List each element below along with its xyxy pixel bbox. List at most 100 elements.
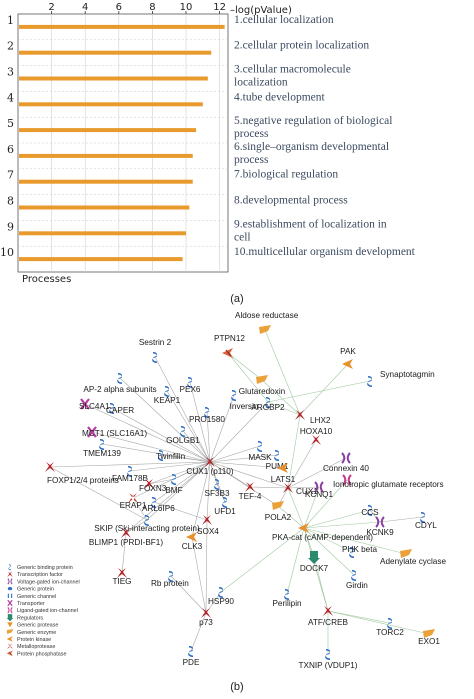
node-label: MCT1 (SLC16A1) [82,429,147,438]
node-label: FAM178B [112,474,148,483]
network-node: KEAP1 [154,386,181,405]
binding-icon [180,426,186,437]
legend-label: Regulators [17,615,43,621]
legend-entry [6,636,13,642]
node-label: POLA2 [265,513,292,522]
node-label: SF3B3 [204,489,229,498]
network-edge [303,521,381,529]
binding-icon [144,515,150,526]
panel-a-label: (a) [230,293,243,305]
network-node: PDE [183,646,200,667]
y-axis-label: Processes [22,274,71,285]
binding-icon [152,352,158,363]
network-node: KCNK9 [366,516,394,537]
tf-icon [121,528,131,538]
edges [49,329,430,654]
node-label: MASK [248,453,272,462]
legend-label: Generic enzyme [17,630,56,636]
network-edge [129,461,211,472]
process-label: 3.cellular macromolecule [234,64,351,76]
ligand-channel-icon [7,607,13,614]
legend-entry [6,629,14,634]
legend-entry [7,607,13,614]
node-label: GOLGB1 [166,436,200,445]
node-label: CDYL [415,521,437,530]
network-edge [190,612,207,652]
transporter-icon [80,398,90,410]
kinase-icon [6,636,13,642]
kinase-icon [342,359,353,369]
legend-label: Transporter [17,601,45,607]
network-node: HSP90 [208,587,234,606]
bar [19,102,203,107]
enzyme-icon [423,629,435,638]
network-edge [111,407,211,463]
network-edge [132,461,211,499]
binding-icon [109,403,115,414]
network-node: Girdin [346,570,368,590]
bar [19,153,193,158]
network-edge [303,486,320,529]
tf-icon [144,479,154,489]
network-node: UFD1 [214,497,236,516]
node-label: CLK3 [182,542,203,551]
generic-channel-icon [7,593,13,598]
network-node: BMF [165,474,183,495]
network-node: Twinfilin [156,450,186,461]
enzyme-icon [6,629,14,634]
network-edge [101,443,211,463]
legend-label: Metalloprotease [17,644,55,650]
legend-label: Transcription factor [17,572,63,578]
tf-icon [45,462,55,472]
node-label: Twinfilin [156,452,186,461]
channel-icon [375,516,385,528]
network-edge [191,461,211,538]
node-label: TEF-4 [239,492,262,501]
network-edge [132,497,148,521]
category-label: 4 [7,91,14,104]
network-edge [267,380,371,403]
network-node: Ionotropic glutamate receptors [333,474,444,489]
network-edge [299,363,349,416]
network-node: SOX4 [197,515,219,536]
node-label: CUX1 [296,487,318,496]
network-edge [303,527,329,612]
x-tick-label: 4 [82,2,88,13]
network-node: LATS1 [271,463,296,484]
node-label: PHK beta [342,545,377,554]
network-edge [166,390,211,463]
node-label: SLC4A1 [79,402,110,411]
network-edge [286,527,305,595]
network-node: SF3B3 [204,479,230,498]
node-label: PEX6 [180,385,201,394]
node-label: UFD1 [214,507,236,516]
network-node: MASK [248,441,272,462]
binding-icon [387,618,393,629]
node-label: CUX1 (p110) [186,467,233,476]
process-label: 9.establishment of localization in [234,218,387,230]
network-edge [146,461,211,521]
node-label: KCNK9 [366,528,394,537]
network-node: PAK [340,347,356,369]
legend-entry [7,578,13,585]
bar [19,231,186,236]
channel-icon [314,481,324,493]
transporter-icon [7,599,13,607]
process-label: 5.negative regulation of biological [234,115,392,127]
tf-icon [283,483,293,493]
category-label: 9 [7,220,14,233]
legend-label: Protein kinase [17,637,51,643]
legend-entry [6,650,13,657]
network-edge [191,536,207,614]
node-label: KCNQ1 [305,490,334,499]
network-node: FAM178B [112,466,149,483]
network-node: Sestrin 2 [139,338,172,363]
x-tick-label: 2 [48,2,54,13]
process-label: localization [234,77,288,89]
network-edge [267,401,301,416]
network-node: PKA-cat (cAMP-dependent) [272,523,373,542]
binding-icon [284,589,290,600]
network-node: Connexin 40 [323,452,369,473]
